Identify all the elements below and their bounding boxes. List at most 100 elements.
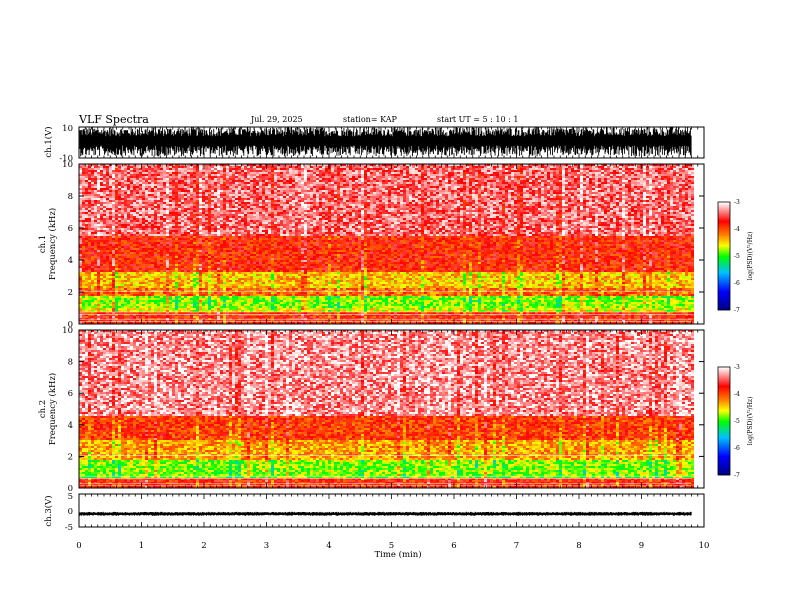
spectrogram-cell (175, 252, 178, 254)
spectrogram-cell (172, 246, 175, 248)
spectrogram-cell (214, 234, 217, 236)
spectrogram-cell (148, 288, 151, 290)
spectrogram-cell (121, 170, 124, 172)
spectrogram-cell (193, 178, 196, 180)
spectrogram-cell (97, 200, 100, 202)
spectrogram-cell (133, 268, 136, 270)
spectrogram-cell (214, 288, 217, 290)
spectrogram-cell (172, 174, 175, 176)
spectrogram-cell (94, 164, 97, 166)
spectrogram-cell (172, 300, 175, 302)
spectrogram-cell (112, 310, 115, 312)
spectrogram-cell (211, 180, 214, 182)
spectrogram-cell (142, 204, 145, 206)
spectrogram-cell (109, 280, 112, 282)
spectrogram-cell (256, 322, 259, 324)
spectrogram-cell (208, 278, 211, 280)
spectrogram-cell (220, 286, 223, 288)
spectrogram-cell (196, 230, 199, 232)
spectrogram-cell (112, 194, 115, 196)
spectrogram-cell (214, 180, 217, 182)
spectrogram-cell (172, 190, 175, 192)
spectrogram-cell (250, 172, 253, 174)
spectrogram-cell (238, 238, 241, 240)
spectrogram-cell (214, 210, 217, 212)
spectrogram-cell (250, 286, 253, 288)
spectrogram-cell (124, 296, 127, 298)
spectrogram-cell (103, 176, 106, 178)
spectrogram-cell (79, 166, 82, 168)
spectrogram-cell (148, 278, 151, 280)
spectrogram-cell (97, 314, 100, 316)
spectrogram-cell (166, 298, 169, 300)
spectrogram-cell (166, 322, 169, 324)
spectrogram-cell (184, 228, 187, 230)
spectrogram-cell (238, 282, 241, 284)
spectrogram-cell (139, 300, 142, 302)
spectrogram-cell (178, 192, 181, 194)
spectrogram-cell (175, 188, 178, 190)
spectrogram-cell (124, 248, 127, 250)
spectrogram-cell (247, 298, 250, 300)
spectrogram-cell (199, 286, 202, 288)
spectrogram-cell (208, 240, 211, 242)
spectrogram-cell (262, 296, 265, 298)
spectrogram-cell (163, 218, 166, 220)
spectrogram-cell (130, 316, 133, 318)
spectrogram-cell (190, 194, 193, 196)
spectrogram-cell (139, 306, 142, 308)
spectrogram-cell (91, 214, 94, 216)
spectrogram-cell (217, 268, 220, 270)
spectrogram-cell (250, 174, 253, 176)
spectrogram-cell (196, 200, 199, 202)
spectrogram-cell (184, 300, 187, 302)
spectrogram-cell (244, 282, 247, 284)
spectrogram-cell (103, 308, 106, 310)
spectrogram-cell (112, 196, 115, 198)
spectrogram-cell (91, 180, 94, 182)
spectrogram-cell (88, 244, 91, 246)
spectrogram-cell (154, 302, 157, 304)
spectrogram-cell (184, 292, 187, 294)
spectrogram-cell (94, 184, 97, 186)
spectrogram-cell (178, 258, 181, 260)
spectrogram-cell (88, 314, 91, 316)
spectrogram-cell (238, 256, 241, 258)
spectrogram-cell (256, 220, 259, 222)
spectrogram-cell (226, 250, 229, 252)
spectrogram-cell (106, 276, 109, 278)
spectrogram-cell (262, 286, 265, 288)
spectrogram-cell (112, 230, 115, 232)
spectrogram-cell (103, 274, 106, 276)
spectrogram-cell (151, 276, 154, 278)
spectrogram-cell (109, 254, 112, 256)
spectrogram-cell (166, 180, 169, 182)
spectrogram-cell (106, 168, 109, 170)
spectrogram-cell (247, 256, 250, 258)
spectrogram-cell (166, 314, 169, 316)
spectrogram-cell (160, 256, 163, 258)
spectrogram-cell (106, 310, 109, 312)
spectrogram-cell (124, 244, 127, 246)
spectrogram-cell (154, 208, 157, 210)
spectrogram-cell (199, 188, 202, 190)
spectrogram-cell (220, 292, 223, 294)
spectrogram-cell (79, 316, 82, 318)
spectrogram-cell (238, 322, 241, 324)
spectrogram-cell (121, 234, 124, 236)
spectrogram-cell (208, 186, 211, 188)
spectrogram-cell (94, 292, 97, 294)
spectrogram-cell (169, 184, 172, 186)
spectrogram-cell (166, 300, 169, 302)
spectrogram-cell (154, 196, 157, 198)
spectrogram-cell (85, 252, 88, 254)
spectrogram-cell (190, 280, 193, 282)
spectrogram-cell (178, 178, 181, 180)
spectrogram-cell (235, 316, 238, 318)
spectrogram-cell (217, 244, 220, 246)
spectrogram-cell (127, 252, 130, 254)
spectrogram-cell (136, 278, 139, 280)
spectrogram-cell (100, 176, 103, 178)
spectrogram-cell (82, 264, 85, 266)
spectrogram-cell (259, 266, 262, 268)
